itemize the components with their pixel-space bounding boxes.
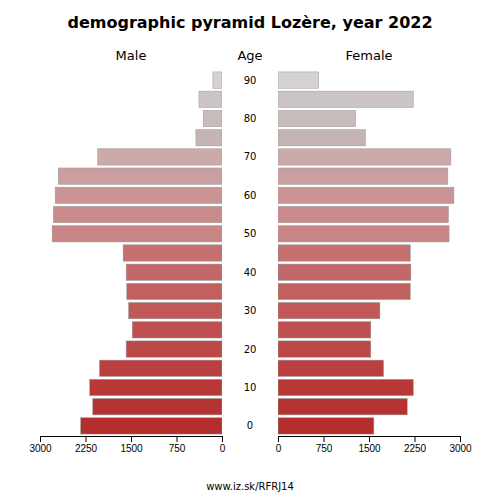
tick-label: 750 [316, 443, 333, 454]
tick-mark [177, 436, 178, 442]
bar [278, 110, 356, 126]
category-label: 50 [244, 228, 257, 239]
bar [52, 226, 222, 242]
bar [203, 110, 222, 126]
tick: 1500 [120, 436, 143, 454]
tick-label: 2250 [404, 443, 427, 454]
bar [129, 302, 222, 318]
bar [278, 245, 410, 261]
category-label: 0 [247, 420, 253, 431]
tick-label: 0 [276, 443, 282, 454]
tick-label: 1500 [120, 443, 143, 454]
tick-mark [460, 436, 461, 442]
age-labels: 0 10 20 30 40 50 60 70 80 90 [244, 75, 257, 432]
bar [278, 283, 410, 299]
x-axis: 0 750 1500 2250 3000 [29, 436, 225, 454]
bar [278, 360, 384, 376]
tick: 750 [316, 436, 333, 454]
bar [278, 206, 448, 222]
tick: 2250 [75, 436, 98, 454]
bar [278, 72, 319, 88]
bar [132, 322, 222, 338]
tick-mark [369, 436, 370, 442]
tick-label: 3000 [449, 443, 472, 454]
bar [53, 206, 222, 222]
bar [213, 72, 222, 88]
bar [93, 399, 222, 415]
series-label: Female [345, 48, 392, 63]
tick-label: 2250 [75, 443, 98, 454]
chart: 0 750 1500 2250 3000 Male 0 750 1500 2250 3000 Fema… [0, 0, 500, 500]
bar [99, 360, 222, 376]
tick: 750 [169, 436, 186, 454]
category-label: 10 [244, 382, 257, 393]
bar [126, 341, 222, 357]
axis-title: Age [237, 48, 262, 63]
tick: 2250 [404, 436, 427, 454]
axis-line [41, 437, 223, 443]
tick-mark [222, 436, 223, 442]
bar [196, 130, 222, 146]
bar [55, 187, 222, 203]
tick-label: 3000 [29, 443, 52, 454]
bar [278, 379, 413, 395]
footer: www.iz.sk/RFRJ14 [206, 481, 294, 492]
bar [90, 379, 222, 395]
category-label: 30 [244, 305, 257, 316]
tick: 3000 [29, 436, 52, 454]
tick-mark [278, 436, 279, 442]
tick-label: 0 [220, 443, 226, 454]
bar [278, 302, 380, 318]
tick-label: 1500 [358, 443, 381, 454]
bar [278, 418, 374, 434]
axis-line [279, 437, 461, 443]
series-label: Male [116, 48, 147, 63]
tick-mark [415, 436, 416, 442]
bar [199, 91, 222, 107]
category-label: 20 [244, 344, 257, 355]
bar [278, 187, 454, 203]
bar [278, 264, 411, 280]
bar [278, 341, 371, 357]
bar [127, 283, 222, 299]
tick: 1500 [358, 436, 381, 454]
bar [278, 322, 371, 338]
category-label: 60 [244, 190, 257, 201]
tick-label: 750 [169, 443, 186, 454]
category-label: 80 [244, 113, 257, 124]
tick: 3000 [449, 436, 472, 454]
category-label: 70 [244, 151, 257, 162]
category-label: 40 [244, 267, 257, 278]
title: demographic pyramid Lozère, year 2022 [67, 13, 432, 32]
bars [52, 72, 222, 434]
bar [278, 149, 451, 165]
tick-mark [131, 436, 132, 442]
bars [278, 72, 454, 434]
x-axis: 0 750 1500 2250 3000 [276, 436, 472, 454]
tick: 0 [276, 436, 282, 454]
tick-mark [40, 436, 41, 442]
tick: 0 [220, 436, 226, 454]
bar [81, 418, 222, 434]
bar [278, 168, 448, 184]
tick-mark [86, 436, 87, 442]
bar [278, 91, 413, 107]
bar [278, 130, 365, 146]
bar [126, 264, 222, 280]
tick-mark [324, 436, 325, 442]
bar [98, 149, 222, 165]
bar [123, 245, 222, 261]
category-label: 90 [244, 75, 257, 86]
bar [278, 399, 407, 415]
bar [58, 168, 222, 184]
bar [278, 226, 449, 242]
